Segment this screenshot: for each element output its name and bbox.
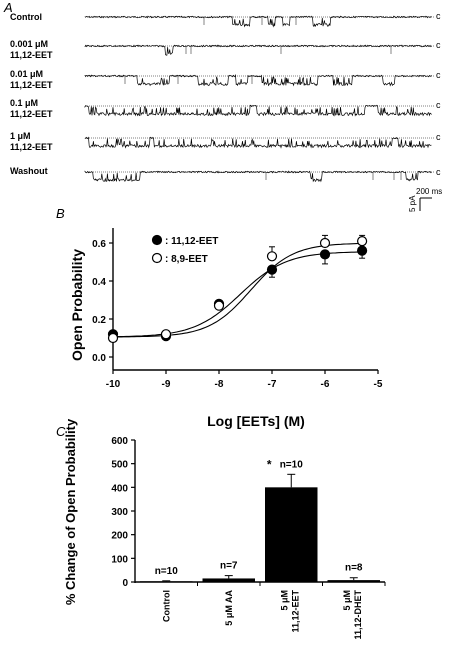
- panel-b-ylabel: Open Probability: [69, 249, 85, 361]
- bar-0: [140, 581, 193, 583]
- n-label-1: n=7: [220, 561, 238, 572]
- panel-c-letter: C: [56, 424, 66, 439]
- trace-4: [84, 136, 432, 149]
- category-label-line: 11,12-DHET: [353, 590, 363, 640]
- y-tick-label: 100: [111, 554, 128, 565]
- category-label-3: 5 μM11,12-DHET: [342, 590, 363, 640]
- y-tick-label: 300: [111, 507, 128, 518]
- category-label-line: 5 μM: [342, 590, 352, 611]
- legend-label-1: : 8,9-EET: [165, 254, 208, 265]
- fit-curve-1: [113, 242, 360, 338]
- category-label-line: 11,12-EET: [290, 590, 300, 633]
- closed-mark-2: c: [436, 70, 441, 80]
- category-label-line: Control: [161, 590, 171, 622]
- legend-marker-0: [151, 234, 163, 246]
- closed-mark-4: c: [436, 132, 441, 142]
- panel-c-ylabel: % Change of Open Probability: [63, 418, 78, 605]
- fit-curve-0: [113, 251, 360, 338]
- y-tick-label: 0.6: [92, 239, 106, 250]
- x-tick-label: -9: [162, 379, 171, 390]
- y-tick-label: 0: [122, 578, 128, 589]
- data-point-0: [319, 249, 331, 260]
- legend-label-0: : 11,12-EET: [165, 236, 218, 247]
- y-tick-label: 400: [111, 483, 128, 494]
- trace-label-0001: 0.001 μM 11,12-EET: [10, 39, 53, 60]
- closed-mark-1: c: [436, 40, 441, 50]
- x-tick-label: -7: [268, 379, 277, 390]
- bar-1: [202, 578, 255, 582]
- data-point-0: [107, 329, 119, 340]
- category-label-1: 5 μM AA: [224, 590, 234, 626]
- y-tick-label: 500: [111, 460, 128, 471]
- data-point-0: [357, 245, 368, 256]
- closed-mark-3: c: [436, 100, 441, 110]
- data-point-1: [357, 236, 368, 247]
- y-tick-label: 0.0: [92, 353, 106, 364]
- channel-traces: 200 ms 5 pA: [84, 15, 442, 212]
- closed-mark-5: c: [436, 167, 441, 177]
- x-tick-label: -5: [374, 379, 383, 390]
- n-label-2: n=10: [280, 459, 304, 470]
- data-point-1: [266, 251, 278, 262]
- trace-0: [84, 15, 432, 28]
- data-point-0: [160, 331, 172, 342]
- category-label-2: 5 μM11,12-EET: [279, 590, 300, 633]
- trace-5: [84, 170, 432, 183]
- category-label-line: 5 μM AA: [224, 590, 234, 626]
- trace-label-washout: Washout: [10, 166, 48, 176]
- scale-time-label: 200 ms: [416, 187, 442, 196]
- legend-marker-1: [151, 252, 163, 264]
- n-label-0: n=10: [155, 566, 179, 577]
- trace-label-control: Control: [10, 12, 42, 22]
- panel-b-xlabel: Log [EETs] (M): [207, 413, 305, 429]
- category-label-0: Control: [161, 590, 171, 622]
- n-label-3: n=8: [345, 563, 363, 574]
- bar-2: [265, 487, 318, 582]
- significance-star: *: [267, 457, 272, 471]
- y-tick-label: 200: [111, 531, 128, 542]
- trace-label-001: 0.01 μM 11,12-EET: [10, 69, 53, 90]
- trace-label-1: 1 μM 11,12-EET: [10, 131, 53, 152]
- data-point-0: [213, 298, 225, 309]
- category-label-line: 5 μM: [279, 590, 289, 611]
- data-point-1: [319, 237, 331, 249]
- y-tick-label: 600: [111, 436, 128, 447]
- y-tick-label: 0.4: [92, 277, 106, 288]
- trace-label-01: 0.1 μM 11,12-EET: [10, 98, 53, 119]
- data-point-1: [160, 329, 172, 340]
- scale-current-label: 5 pA: [408, 195, 417, 212]
- trace-1: [84, 44, 432, 56]
- x-tick-label: -6: [321, 379, 330, 390]
- trace-2: [84, 73, 432, 87]
- y-tick-label: 0.2: [92, 315, 106, 326]
- x-tick-label: -10: [106, 379, 121, 390]
- panel-a-letter: A: [4, 0, 13, 15]
- scale-bar: 200 ms 5 pA: [408, 187, 442, 212]
- bar-3: [327, 580, 380, 582]
- data-point-0: [266, 264, 278, 275]
- data-point-1: [107, 332, 119, 344]
- trace-3: [84, 104, 432, 117]
- x-tick-label: -8: [215, 379, 224, 390]
- closed-mark-0: c: [436, 11, 441, 21]
- data-point-1: [213, 300, 225, 311]
